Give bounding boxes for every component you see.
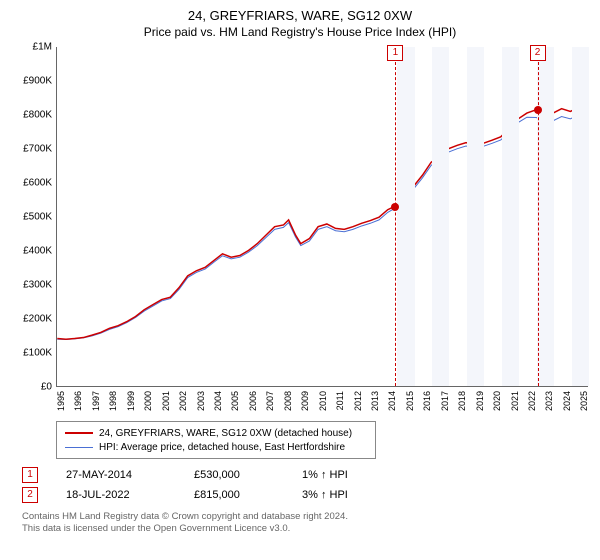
shade-band <box>467 47 484 386</box>
y-axis-label: £300K <box>23 280 52 291</box>
y-axis-label: £500K <box>23 212 52 223</box>
transaction-row: 2 18-JUL-2022 £815,000 3% ↑ HPI <box>22 485 588 505</box>
x-axis-label: 2001 <box>161 391 171 411</box>
footer-line2: This data is licensed under the Open Gov… <box>22 523 588 535</box>
x-axis-label: 2003 <box>196 391 206 411</box>
x-axis-label: 2017 <box>440 391 450 411</box>
x-axis-label: 2007 <box>265 391 275 411</box>
footer: Contains HM Land Registry data © Crown c… <box>22 511 588 536</box>
x-axis-label: 2011 <box>335 391 345 410</box>
transaction-diff: 3% ↑ HPI <box>302 489 382 501</box>
x-axis-label: 2022 <box>527 391 537 411</box>
y-axis: £0£100K£200K£300K£400K£500K£600K£700K£80… <box>12 47 56 387</box>
x-axis-label: 1996 <box>73 391 83 411</box>
transaction-index: 2 <box>22 487 38 503</box>
x-axis-label: 1999 <box>126 391 136 411</box>
x-axis-label: 2010 <box>318 391 328 411</box>
transaction-diff: 1% ↑ HPI <box>302 469 382 481</box>
y-axis-label: £900K <box>23 76 52 87</box>
y-axis-label: £800K <box>23 110 52 121</box>
legend-item: 24, GREYFRIARS, WARE, SG12 0XW (detached… <box>65 426 367 440</box>
x-axis-label: 2006 <box>248 391 258 411</box>
x-axis-label: 1998 <box>108 391 118 411</box>
event-dot <box>391 203 399 211</box>
legend-label: 24, GREYFRIARS, WARE, SG12 0XW (detached… <box>99 428 352 439</box>
chart-subtitle: Price paid vs. HM Land Registry's House … <box>12 25 588 39</box>
transaction-date: 27-MAY-2014 <box>66 469 166 481</box>
legend: 24, GREYFRIARS, WARE, SG12 0XW (detached… <box>56 421 376 459</box>
x-axis-label: 2023 <box>544 391 554 411</box>
x-axis: 1995 1996 1997 1998 1999 2000 2001 2002 2003 2004… <box>56 387 588 417</box>
x-axis-label: 2019 <box>475 391 485 411</box>
x-axis-label: 2014 <box>387 391 397 411</box>
x-axis-label: 1997 <box>91 391 101 411</box>
event-marker: 2 <box>530 45 546 61</box>
chart-area: £0 £100K £200K £300K £400K £500K £600K £700K £80… <box>12 47 588 417</box>
x-axis-label: 2024 <box>562 391 572 411</box>
transaction-index: 1 <box>22 467 38 483</box>
x-axis-label: 2005 <box>230 391 240 411</box>
x-axis-label: 2000 <box>143 391 153 411</box>
event-dot <box>534 106 542 114</box>
x-axis-label: 2016 <box>422 391 432 411</box>
y-axis-label: £1M <box>33 42 52 53</box>
chart-title: 24, GREYFRIARS, WARE, SG12 0XW <box>12 8 588 23</box>
legend-label: HPI: Average price, detached house, East… <box>99 442 345 453</box>
x-axis-label: 2009 <box>300 391 310 411</box>
plot-area: 12 <box>56 47 588 387</box>
x-axis-label: 2020 <box>492 391 502 411</box>
x-axis-label: 2025 <box>579 391 589 411</box>
x-axis-label: 2012 <box>353 391 363 411</box>
event-line <box>395 47 396 386</box>
shade-band <box>432 47 449 386</box>
legend-item: HPI: Average price, detached house, East… <box>65 440 367 454</box>
x-axis-label: 2013 <box>370 391 380 411</box>
y-axis-label: £100K <box>23 348 52 359</box>
x-axis-label: 2018 <box>457 391 467 411</box>
x-axis-label: 1995 <box>56 391 66 411</box>
y-axis-label: £600K <box>23 178 52 189</box>
y-axis-label: £200K <box>23 314 52 325</box>
x-axis-label: 2004 <box>213 391 223 411</box>
shade-band <box>502 47 519 386</box>
shade-band <box>397 47 414 386</box>
legend-swatch <box>65 447 93 448</box>
event-line <box>538 47 539 386</box>
x-axis-label: 2008 <box>283 391 293 411</box>
shade-band <box>537 47 554 386</box>
transaction-row: 1 27-MAY-2014 £530,000 1% ↑ HPI <box>22 465 588 485</box>
event-marker: 1 <box>387 45 403 61</box>
transaction-price: £815,000 <box>194 489 274 501</box>
x-axis-label: 2015 <box>405 391 415 411</box>
x-axis-label: 2021 <box>510 391 520 411</box>
y-axis-label: £700K <box>23 144 52 155</box>
transactions-table: 1 27-MAY-2014 £530,000 1% ↑ HPI 2 18-JUL-2022… <box>22 465 588 505</box>
transaction-price: £530,000 <box>194 469 274 481</box>
y-axis-label: £0 <box>41 382 52 393</box>
x-axis-label: 2002 <box>178 391 188 411</box>
legend-swatch <box>65 432 93 434</box>
transaction-date: 18-JUL-2022 <box>66 489 166 501</box>
footer-line1: Contains HM Land Registry data © Crown c… <box>22 511 588 523</box>
shade-band <box>572 47 589 386</box>
y-axis-label: £400K <box>23 246 52 257</box>
